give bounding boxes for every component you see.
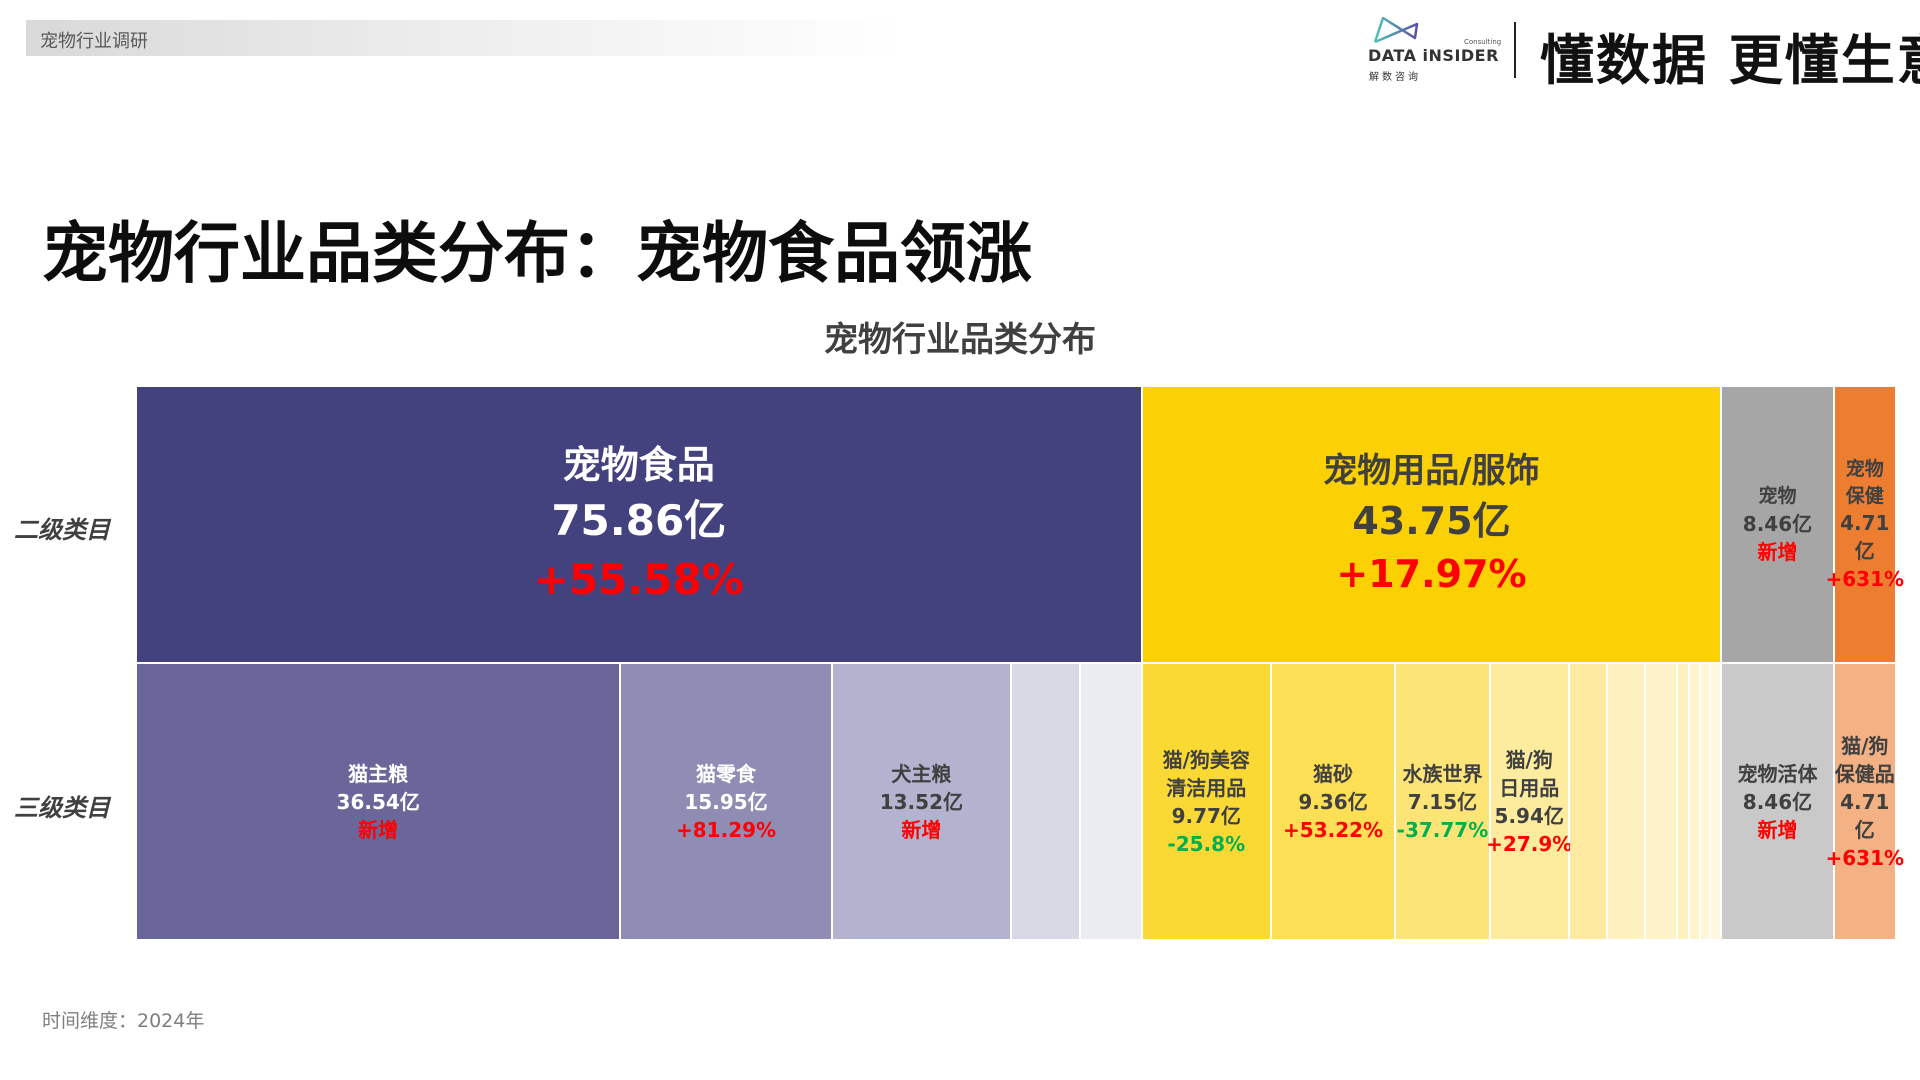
logo-brand: DATA iNSIDER bbox=[1368, 46, 1499, 65]
treemap-level2-tile: 宠物食品 75.86亿 +55.58% bbox=[137, 387, 1143, 664]
cell-name: 宠物 保健 bbox=[1845, 457, 1884, 507]
cell-growth: +631% bbox=[1825, 845, 1905, 870]
cell-name: 宠物 bbox=[1758, 485, 1797, 508]
cell-growth: +17.97% bbox=[1336, 552, 1527, 597]
treemap-level3-tile-unlabeled bbox=[1677, 664, 1690, 941]
cell-value: 15.95亿 bbox=[684, 789, 768, 814]
cell-growth: 新增 bbox=[1757, 817, 1798, 842]
footnote: 时间维度：2024年 bbox=[42, 1010, 205, 1032]
cell-value: 8.46亿 bbox=[1742, 511, 1813, 536]
cell-growth: +81.29% bbox=[676, 817, 777, 842]
header-divider bbox=[1514, 22, 1516, 78]
treemap: 宠物食品 75.86亿 +55.58% 猫主粮 36.54亿 新增 猫零食 15.95亿 +81… bbox=[137, 387, 1904, 941]
cell-growth: +55.58% bbox=[533, 555, 744, 605]
bowtie-logo-icon bbox=[1373, 16, 1419, 44]
treemap-level3-tile: 水族世界 7.15亿 -37.77% bbox=[1396, 664, 1491, 941]
treemap-level2-tile: 宠物 保健 4.71亿 +631% bbox=[1826, 387, 1904, 664]
cell-growth: 新增 bbox=[358, 817, 399, 842]
treemap-level3-tile-unlabeled bbox=[1711, 664, 1723, 941]
cell-name: 猫/狗 保健品 bbox=[1834, 733, 1895, 786]
page-title: 宠物行业品类分布：宠物食品领涨 bbox=[42, 215, 1032, 292]
cell-name: 犬主粮 bbox=[891, 761, 952, 786]
treemap-level2-tile: 宠物 8.46亿新增 bbox=[1722, 387, 1835, 664]
treemap-level3-tile: 猫主粮 36.54亿 新增 bbox=[137, 664, 622, 941]
cell-value: 4.71亿 bbox=[1840, 789, 1890, 842]
cell-value: 75.86亿 bbox=[551, 496, 727, 546]
treemap-level3-tile: 猫/狗 保健品 4.71亿 +631% bbox=[1826, 664, 1904, 941]
cell-value: 4.71亿 bbox=[1840, 511, 1890, 564]
treemap-level3-tile-unlabeled bbox=[1080, 664, 1143, 941]
treemap-level3-tile: 猫零食 15.95亿 +81.29% bbox=[621, 664, 833, 941]
cell-growth: -25.8% bbox=[1167, 831, 1246, 856]
cell-growth: +631% bbox=[1825, 567, 1905, 592]
cell-growth: +27.9% bbox=[1486, 831, 1573, 856]
cell-growth: +53.22% bbox=[1283, 817, 1384, 842]
treemap-level3-tile-unlabeled bbox=[1569, 664, 1608, 941]
treemap-level2-tile: 宠物用品/服饰 43.75亿 +17.97% bbox=[1142, 387, 1723, 664]
cell-name: 猫零食 bbox=[696, 761, 757, 786]
cell-growth: 新增 bbox=[901, 817, 942, 842]
cell-growth: -37.77% bbox=[1396, 817, 1489, 842]
cell-name: 猫/狗美容 清洁用品 bbox=[1162, 747, 1250, 800]
section-tab-label: 宠物行业调研 bbox=[40, 31, 148, 52]
treemap-level3-tile-unlabeled bbox=[1011, 664, 1081, 941]
cell-value: 36.54亿 bbox=[336, 789, 420, 814]
cell-name: 水族世界 bbox=[1402, 761, 1483, 786]
cell-value: 5.94亿 bbox=[1494, 803, 1564, 828]
data-insider-logo: Consulting DATA iNSIDER 解数咨询 bbox=[1368, 16, 1501, 83]
section-tab: 宠物行业调研 bbox=[26, 20, 906, 56]
slogan: 懂数据 更懂生意 bbox=[1540, 29, 1920, 92]
row-label-level2: 二级类目 bbox=[14, 516, 110, 544]
row-label-level3: 三级类目 bbox=[14, 794, 110, 822]
logo-cn: 解数咨询 bbox=[1369, 72, 1421, 83]
treemap-level3-tile-unlabeled bbox=[1607, 664, 1646, 941]
cell-value: 7.15亿 bbox=[1407, 789, 1478, 814]
cell-name: 猫砂 bbox=[1313, 761, 1354, 786]
treemap-level3-tile-unlabeled bbox=[1645, 664, 1678, 941]
cell-value: 43.75亿 bbox=[1352, 499, 1511, 544]
cell-growth: 新增 bbox=[1757, 539, 1798, 564]
treemap-level3-tile: 猫/狗美容 清洁用品 9.77亿 -25.8% bbox=[1142, 664, 1273, 941]
treemap-level3-tile: 宠物活体 8.46亿新增 bbox=[1722, 664, 1835, 941]
treemap-level3-tile: 犬主粮 13.52亿 新增 bbox=[832, 664, 1012, 941]
cell-value: 13.52亿 bbox=[879, 789, 963, 814]
logo-consulting: Consulting bbox=[1464, 38, 1502, 46]
cell-name: 猫/狗 日用品 bbox=[1499, 747, 1560, 800]
cell-name: 猫主粮 bbox=[348, 761, 409, 786]
cell-name: 宠物活体 bbox=[1737, 761, 1818, 786]
cell-value: 8.46亿 bbox=[1742, 789, 1813, 814]
chart-title: 宠物行业品类分布 bbox=[824, 320, 1096, 360]
treemap-level3-tile: 猫/狗 日用品 5.94亿 +27.9% bbox=[1486, 664, 1572, 941]
treemap-level3-tile-unlabeled bbox=[1689, 664, 1702, 941]
cell-value: 9.36亿 bbox=[1298, 789, 1368, 814]
cell-name: 宠物用品/服饰 bbox=[1323, 450, 1540, 491]
treemap-level3-tile-unlabeled bbox=[1701, 664, 1712, 941]
cell-value: 9.77亿 bbox=[1171, 803, 1241, 828]
cell-name: 宠物食品 bbox=[562, 443, 715, 488]
treemap-level3-tile: 猫砂 9.36亿 +53.22% bbox=[1272, 664, 1397, 941]
